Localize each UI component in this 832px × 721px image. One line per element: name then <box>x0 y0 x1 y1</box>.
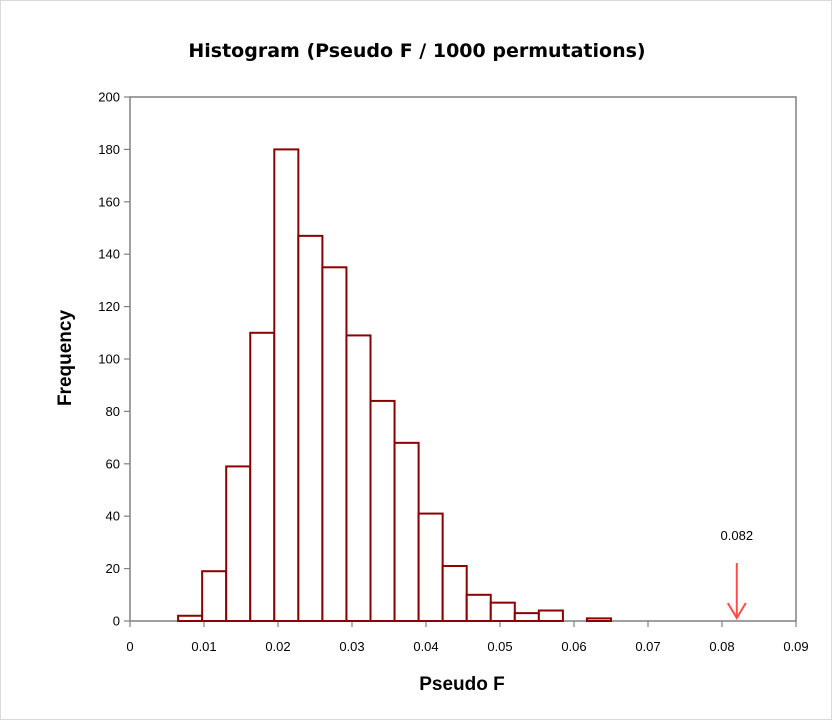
y-tick-label: 180 <box>98 142 120 157</box>
chart-title: Histogram (Pseudo F / 1000 permutations) <box>188 40 645 62</box>
y-tick-label: 20 <box>106 561 120 576</box>
y-tick-label: 100 <box>98 352 120 367</box>
x-tick-label: 0.08 <box>709 639 734 654</box>
plot-area: 0 20 40 60 80 100 120 140 160 180 200 0 0.01 0.02 0.03… <box>98 90 808 655</box>
y-tick-label: 120 <box>98 299 120 314</box>
y-tick-label: 0 <box>113 614 120 629</box>
histogram-bar <box>513 612 540 623</box>
x-tick-label: 0.04 <box>413 639 438 654</box>
histogram-bar <box>393 441 420 622</box>
histogram-bar <box>441 564 468 622</box>
histogram-bar <box>177 614 204 623</box>
y-tick-label: 200 <box>98 90 120 105</box>
histogram-bar <box>465 593 492 622</box>
histogram-bar <box>537 609 564 623</box>
histogram-bar <box>201 570 228 622</box>
histogram-bar <box>369 399 396 623</box>
x-axis-title: Pseudo F <box>419 674 505 695</box>
x-tick-label: 0.05 <box>487 639 512 654</box>
x-tick-label: 0.03 <box>339 639 364 654</box>
histogram-bar <box>249 331 276 622</box>
y-tick-label: 40 <box>106 509 120 524</box>
y-tick-label: 80 <box>106 404 120 419</box>
histogram-bar <box>225 465 252 623</box>
x-tick-label: 0.01 <box>191 639 216 654</box>
x-tick-label: 0.02 <box>265 639 290 654</box>
histogram-bar <box>489 601 516 622</box>
y-tick-label: 160 <box>98 194 120 209</box>
x-tick-label: 0.07 <box>635 639 660 654</box>
annotation-label: 0.082 <box>721 528 754 543</box>
x-tick-label: 0 <box>126 639 133 654</box>
y-axis-title: Frequency <box>55 310 76 407</box>
histogram-bar <box>273 148 300 622</box>
annotation-arrowhead <box>726 602 747 620</box>
histogram-bar <box>297 234 324 623</box>
y-tick-label: 140 <box>98 247 120 262</box>
x-tick-label: 0.09 <box>783 639 808 654</box>
histogram-bar <box>417 512 444 623</box>
histogram-bar <box>321 266 348 622</box>
histogram-bar <box>585 617 613 623</box>
histogram-bar <box>345 334 372 622</box>
x-tick-label: 0.06 <box>561 639 586 654</box>
y-tick-label: 60 <box>106 456 120 471</box>
